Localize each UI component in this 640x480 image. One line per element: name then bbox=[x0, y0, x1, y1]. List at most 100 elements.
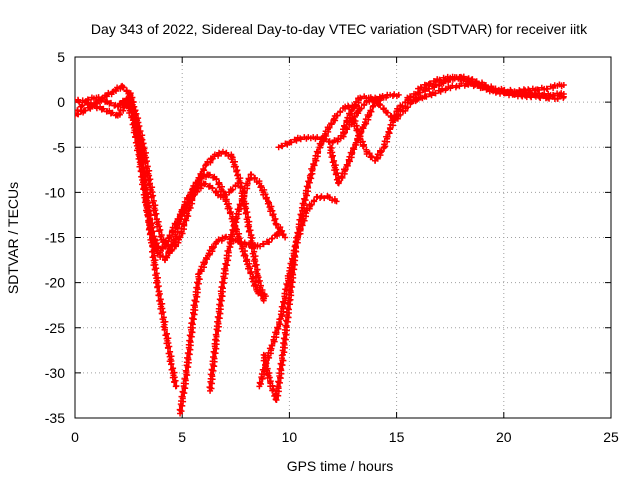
data-point bbox=[262, 293, 269, 300]
data-point-run bbox=[362, 103, 376, 127]
data-point bbox=[282, 234, 289, 241]
data-point-run bbox=[174, 205, 189, 222]
data-point-run bbox=[402, 100, 414, 114]
data-series-15 bbox=[415, 73, 567, 102]
x-tick-label: 5 bbox=[178, 429, 186, 445]
data-point-run bbox=[161, 326, 175, 365]
data-point-run bbox=[189, 271, 203, 322]
data-series-1 bbox=[75, 82, 268, 304]
data-point-run bbox=[119, 84, 130, 95]
y-tick-label: -25 bbox=[45, 320, 65, 336]
x-tick-label: 25 bbox=[603, 429, 619, 445]
data-point-run bbox=[201, 180, 213, 190]
data-point-run bbox=[417, 81, 430, 91]
data-point-run bbox=[292, 207, 306, 249]
data-point-run bbox=[523, 92, 538, 101]
data-point-run bbox=[146, 181, 160, 222]
data-point-run bbox=[115, 97, 129, 109]
data-point-run bbox=[206, 336, 220, 392]
data-point-run bbox=[243, 258, 261, 293]
data-point-run bbox=[227, 182, 239, 194]
y-tick-label: -5 bbox=[53, 139, 66, 155]
data-point-run bbox=[233, 190, 248, 222]
data-point-run bbox=[125, 95, 143, 141]
data-point-run bbox=[212, 280, 227, 338]
data-point-run bbox=[320, 136, 333, 145]
data-point-run bbox=[226, 218, 240, 247]
data-point-run bbox=[219, 244, 234, 285]
data-point-run bbox=[81, 104, 94, 114]
data-point-run bbox=[228, 154, 241, 175]
data-point-run bbox=[298, 172, 315, 212]
data-point-run bbox=[375, 101, 387, 113]
data-point-run bbox=[79, 98, 90, 109]
data-series-8 bbox=[260, 102, 357, 403]
data-point-run bbox=[255, 289, 268, 299]
data-point-run bbox=[381, 128, 393, 150]
data-point-run bbox=[141, 191, 156, 249]
data-point-run bbox=[203, 155, 216, 168]
y-tick-label: -20 bbox=[45, 275, 65, 291]
data-point-run bbox=[550, 90, 565, 99]
data-point-run bbox=[257, 182, 270, 202]
data-point-run bbox=[327, 145, 342, 186]
x-tick-label: 15 bbox=[389, 429, 405, 445]
data-point-run bbox=[389, 91, 400, 100]
data-point-run bbox=[343, 141, 360, 168]
data-point bbox=[395, 91, 402, 98]
y-tick-label: -15 bbox=[45, 230, 65, 246]
data-point-run bbox=[308, 144, 324, 177]
data-point-run bbox=[106, 99, 119, 109]
axis-layer: 0 5 10 15 20 25 5 0 -5 -10 -15 -20 -25 -30 -35 bbox=[45, 49, 619, 445]
y-tick-label: 5 bbox=[57, 49, 65, 65]
data-point-run bbox=[155, 290, 169, 330]
data-point-run bbox=[285, 244, 300, 303]
data-point-run bbox=[356, 101, 368, 113]
data-point-run bbox=[241, 200, 255, 239]
data-point-run bbox=[437, 73, 451, 84]
data-point-run bbox=[268, 316, 284, 349]
data-point-run bbox=[351, 118, 363, 139]
data-point-run bbox=[241, 171, 254, 195]
data-series-12 bbox=[350, 94, 417, 164]
data-point-run bbox=[85, 94, 97, 103]
y-tick-label: -30 bbox=[45, 365, 65, 381]
data-point-run bbox=[279, 299, 293, 356]
y-tick-label: 0 bbox=[57, 94, 65, 110]
data-point-run bbox=[205, 171, 218, 181]
data-point-run bbox=[341, 110, 354, 130]
data-point-run bbox=[182, 316, 197, 375]
data-point-run bbox=[264, 199, 279, 227]
data-point-run bbox=[149, 244, 163, 295]
data-point bbox=[560, 93, 567, 100]
data-point-run bbox=[272, 352, 287, 403]
data-series-5 bbox=[176, 229, 282, 417]
data-series-11 bbox=[340, 93, 424, 133]
marks-layer bbox=[75, 73, 567, 417]
data-series-6 bbox=[206, 171, 289, 394]
data-point-run bbox=[211, 149, 225, 159]
data-point-run bbox=[556, 81, 565, 90]
data-point-run bbox=[266, 231, 281, 246]
x-tick-label: 10 bbox=[282, 429, 298, 445]
data-point-run bbox=[407, 90, 419, 100]
data-point-run bbox=[176, 371, 191, 415]
data-point-run bbox=[163, 241, 176, 261]
data-point-run bbox=[273, 221, 287, 239]
data-point-run bbox=[193, 181, 205, 195]
data-point bbox=[333, 198, 340, 205]
data-point-run bbox=[135, 136, 150, 194]
y-tick-label: -35 bbox=[45, 410, 65, 426]
y-tick-label: -10 bbox=[45, 184, 65, 200]
data-point-run bbox=[460, 76, 473, 85]
data-point-run bbox=[153, 218, 167, 243]
data-series-4 bbox=[125, 94, 180, 390]
chart-title: Day 343 of 2022, Sidereal Day-to-day VTE… bbox=[91, 21, 588, 37]
x-tick-label: 0 bbox=[71, 429, 79, 445]
x-tick-label: 20 bbox=[496, 429, 512, 445]
data-series-2 bbox=[75, 90, 269, 300]
data-point bbox=[172, 383, 179, 390]
data-point-run bbox=[297, 134, 312, 143]
